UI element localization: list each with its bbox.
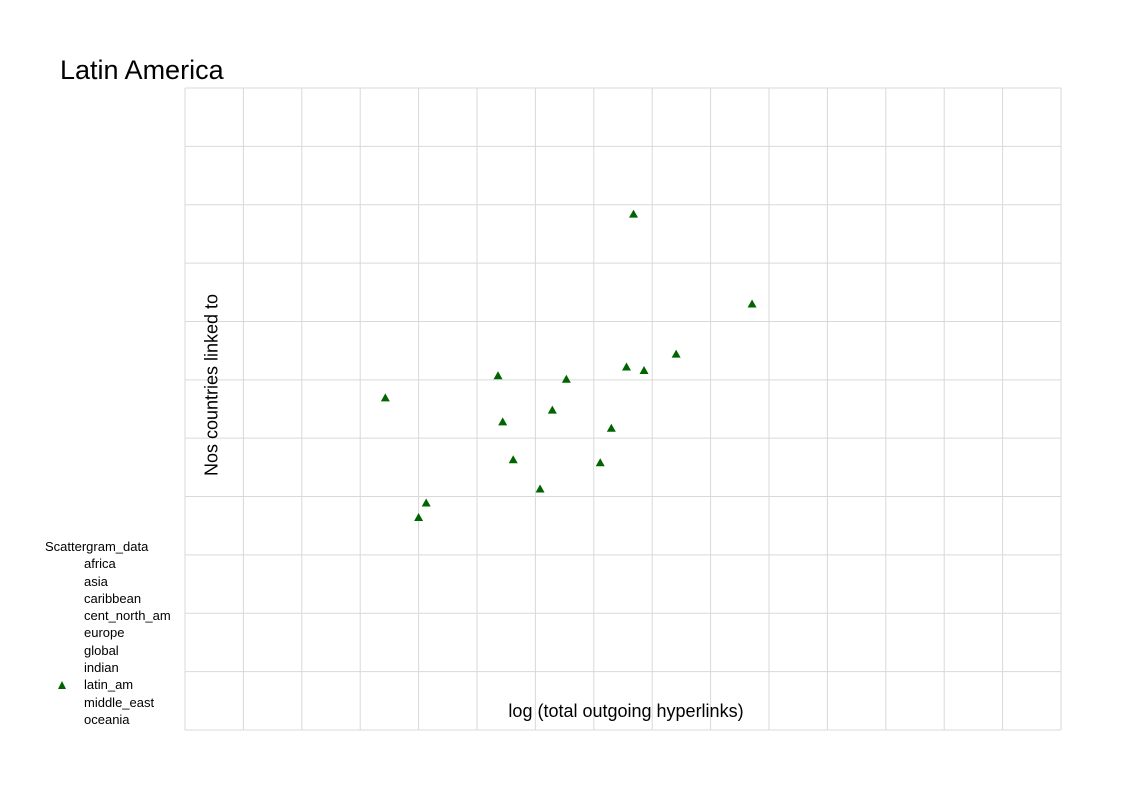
legend-entry-global: global	[45, 642, 171, 659]
legend-marker-triangle	[58, 681, 66, 690]
data-point-latin_am	[493, 371, 503, 380]
data-point-latin_am	[629, 209, 639, 218]
legend-entry-middle-east: middle_east	[45, 694, 171, 711]
legend-entry-africa: africa	[45, 555, 171, 572]
data-point-latin_am	[622, 362, 632, 371]
data-point-latin_am	[535, 484, 545, 493]
legend-entries: africa asia caribbean cent_north_am europe gl…	[45, 555, 171, 728]
y-axis-label: Nos countries linked to	[201, 293, 222, 477]
legend-entry-oceania: oceania	[45, 711, 171, 728]
legend-label: indian	[84, 660, 119, 676]
grid	[184, 87, 1062, 731]
legend-label: europe	[84, 625, 125, 641]
data-point-latin_am	[508, 455, 518, 464]
legend-entry-cent-north-am: cent_north_am	[45, 607, 171, 624]
legend-entry-europe: europe	[45, 624, 171, 641]
legend-label: middle_east	[84, 694, 155, 710]
chart-title: Latin America	[60, 55, 224, 85]
data-point-latin_am	[606, 423, 616, 432]
data-point-latin_am	[639, 365, 649, 374]
legend-label: global	[84, 642, 119, 658]
data-point-latin_am	[414, 513, 424, 522]
data-point-latin_am	[547, 405, 557, 414]
data-point-latin_am	[747, 299, 757, 308]
data-point-latin_am	[498, 417, 508, 426]
data-point-latin_am	[561, 374, 571, 383]
x-axis-label: log (total outgoing hyperlinks)	[508, 701, 744, 721]
legend-label: africa	[84, 556, 116, 572]
data-point-latin_am	[595, 458, 605, 467]
legend-entry-caribbean: caribbean	[45, 590, 171, 607]
legend-entry-indian: indian	[45, 659, 171, 676]
legend-label: caribbean	[84, 590, 142, 606]
legend-entry-asia: asia	[45, 573, 171, 590]
data-point-latin_am	[671, 349, 681, 358]
legend-label: cent_north_am	[84, 608, 171, 624]
legend-label: latin_am	[84, 677, 134, 693]
data-points	[380, 209, 757, 522]
legend-label: asia	[84, 573, 108, 589]
data-point-latin_am	[421, 498, 431, 507]
legend-label: oceania	[84, 711, 130, 727]
legend: Scattergram_data africa asia caribbean cent…	[45, 538, 171, 728]
legend-entry-latin-am: latin_am	[45, 676, 171, 693]
data-point-latin_am	[380, 393, 390, 402]
legend-title: Scattergram_data	[45, 539, 149, 554]
